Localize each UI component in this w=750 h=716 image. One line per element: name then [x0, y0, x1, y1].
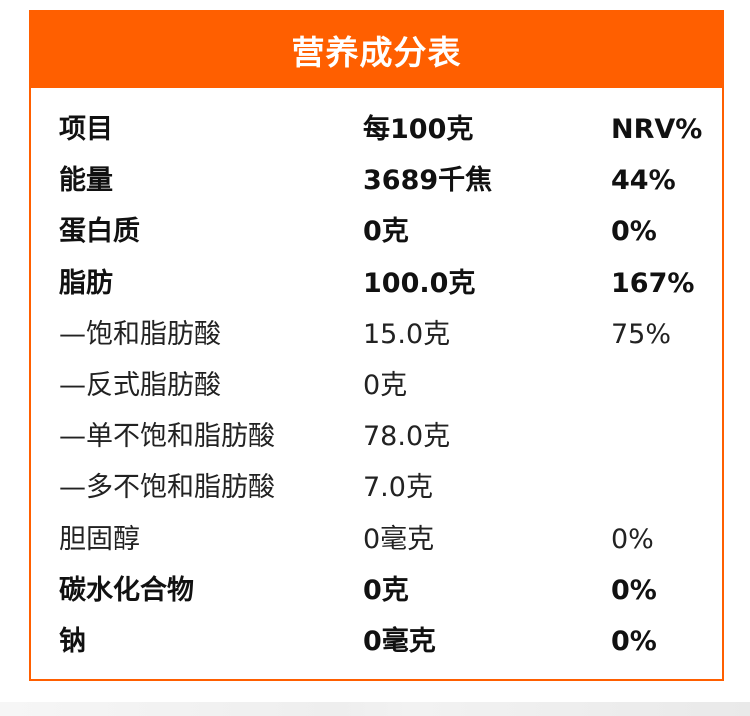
bottom-image-strip — [0, 702, 750, 716]
row-value: 3689千焦 — [363, 165, 493, 197]
row-nrv: 75% — [611, 318, 672, 350]
row-nrv: 44% — [611, 165, 676, 197]
row-value: 每100克 — [363, 114, 474, 145]
row-name: 脂肪 — [59, 267, 113, 299]
row-value: 0克 — [363, 574, 409, 606]
table-row: 项目 每100克 NRV% — [59, 104, 703, 155]
row-value: 78.0克 — [363, 421, 451, 453]
row-name: —多不饱和脂肪酸 — [59, 472, 275, 504]
row-nrv: NRV% — [611, 114, 703, 145]
table-header: 营养成分表 — [31, 12, 722, 88]
row-value: 0毫克 — [363, 625, 436, 657]
row-value: 7.0克 — [363, 472, 433, 504]
row-nrv: 0% — [611, 625, 657, 657]
row-name: 项目 — [59, 114, 113, 145]
row-name: —饱和脂肪酸 — [59, 318, 221, 350]
table-title: 营养成分表 — [291, 33, 462, 72]
table-row: —反式脂肪酸 0克 — [59, 360, 699, 411]
row-value: 15.0克 — [363, 318, 451, 350]
table-row: —单不饱和脂肪酸 78.0克 — [59, 411, 699, 462]
table-row: 碳水化合物 0克 0% — [59, 565, 699, 616]
row-name: —单不饱和脂肪酸 — [59, 421, 275, 453]
row-nrv: 167% — [611, 267, 695, 299]
row-name: 蛋白质 — [59, 216, 140, 248]
table-row: 钠 0毫克 0% — [59, 616, 699, 667]
row-name: 胆固醇 — [59, 523, 140, 555]
table-row: —多不饱和脂肪酸 7.0克 — [59, 462, 699, 513]
row-value: 0克 — [363, 369, 408, 401]
row-value: 0毫克 — [363, 523, 435, 555]
row-name: —反式脂肪酸 — [59, 369, 221, 401]
table-body: 项目 每100克 NRV% 能量 3689千焦 44% 蛋白质 0克 0% 脂肪… — [59, 104, 703, 667]
row-name: 钠 — [59, 625, 86, 657]
row-value: 100.0克 — [363, 267, 476, 299]
row-name: 能量 — [59, 165, 113, 197]
nutrition-table: 营养成分表 项目 每100克 NRV% 能量 3689千焦 44% 蛋白质 0克… — [29, 10, 724, 681]
table-row: 蛋白质 0克 0% — [59, 206, 699, 257]
row-value: 0克 — [363, 216, 409, 248]
row-nrv: 0% — [611, 523, 654, 555]
table-row: 脂肪 100.0克 167% — [59, 258, 699, 309]
row-nrv: 0% — [611, 216, 657, 248]
table-row: —饱和脂肪酸 15.0克 75% — [59, 309, 699, 360]
row-name: 碳水化合物 — [59, 574, 194, 606]
table-row: 能量 3689千焦 44% — [59, 155, 699, 206]
table-row: 胆固醇 0毫克 0% — [59, 514, 699, 565]
row-nrv: 0% — [611, 574, 657, 606]
